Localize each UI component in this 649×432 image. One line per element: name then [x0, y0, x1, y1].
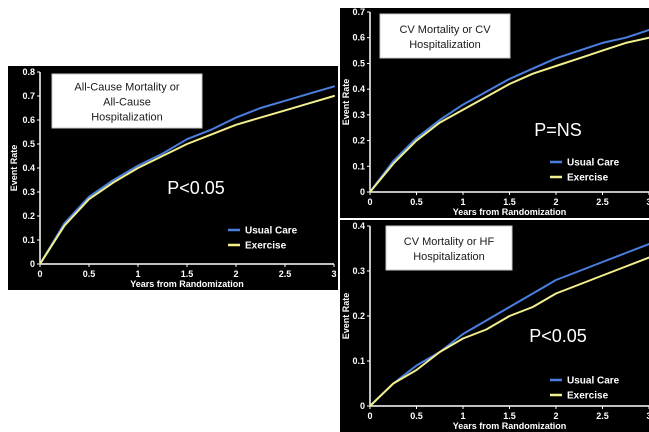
legend-label: Exercise: [567, 173, 609, 184]
x-tick-label: 3: [331, 269, 336, 279]
x-tick-label: 1: [135, 269, 140, 279]
x-tick-label: 2.5: [279, 269, 292, 279]
y-tick-label: 0.7: [22, 91, 35, 101]
x-axis-title: Years from Randomization: [453, 207, 567, 217]
chart-all-cause: 0 0.1 0.2 0.3 0.4 0.5 0.6 0.7 0.8 0 0.5 1 1.5 2 2.5 3 Ye…: [9, 67, 337, 289]
legend-label: Usual Care: [567, 158, 620, 169]
y-tick-label: 0.3: [22, 187, 35, 197]
chart-all-cause-panel: 0 0.1 0.2 0.3 0.4 0.5 0.6 0.7 0.8 0 0.5 1 1.5 2 2.5 3 Ye…: [8, 66, 338, 290]
x-tick-label: 0.5: [410, 197, 423, 207]
y-tick-label: 0.5: [352, 58, 365, 68]
y-tick-label: 0.4: [352, 221, 365, 231]
y-axis-title: Event Rate: [341, 293, 351, 340]
chart-cv-hf-hospitalization: 0 0.1 0.2 0.3 0.4 0 0.5 1 1.5 2 2.5 3 Years from Ran…: [341, 221, 649, 431]
annotation-text: Hospitalization: [91, 112, 163, 124]
x-tick-label: 1.5: [503, 411, 516, 421]
legend-label: Usual Care: [245, 226, 298, 237]
y-tick-label: 0.7: [352, 8, 365, 17]
y-tick-label: 0: [360, 187, 365, 197]
x-axis-title: Years from Randomization: [453, 421, 567, 431]
y-tick-label: 0.6: [352, 33, 365, 43]
x-tick-label: 2: [553, 411, 558, 421]
legend-label: Exercise: [245, 241, 287, 252]
y-tick-label: 0.2: [22, 211, 35, 221]
x-tick-label: 2: [553, 197, 558, 207]
y-tick-label: 0.3: [352, 110, 365, 120]
series-line-usual-care: [369, 29, 649, 193]
series-line-exercise: [39, 95, 335, 265]
y-tick-label: 0.2: [352, 136, 365, 146]
x-tick-label: 0: [367, 197, 372, 207]
annotation-text: All-Cause Mortality or: [74, 82, 179, 94]
annotation-text: Hospitalization: [409, 39, 481, 51]
series-line-exercise: [369, 36, 649, 193]
annotation-text: All-Cause: [103, 97, 151, 109]
p-value-label: P=NS: [534, 120, 582, 140]
annotation-text: CV Mortality or CV: [399, 24, 491, 36]
x-tick-label: 2.5: [596, 197, 609, 207]
y-tick-label: 0.5: [22, 139, 35, 149]
x-tick-label: 0.5: [410, 411, 423, 421]
y-axis-title: Event Rate: [9, 145, 19, 192]
y-tick-label: 0.1: [352, 356, 365, 366]
x-tick-label: 2.5: [596, 411, 609, 421]
y-tick-label: 0.8: [22, 67, 35, 77]
chart-cv-hf-hospitalization-panel: 0 0.1 0.2 0.3 0.4 0 0.5 1 1.5 2 2.5 3 Years from Ran…: [340, 220, 649, 432]
x-tick-label: 1.5: [181, 269, 194, 279]
y-tick-label: 0: [360, 401, 365, 411]
legend-label: Usual Care: [567, 376, 620, 387]
y-tick-label: 0.4: [352, 84, 365, 94]
p-value-label: P<0.05: [167, 178, 225, 198]
x-tick-label: 2: [233, 269, 238, 279]
annotation-text: Hospitalization: [413, 251, 485, 263]
y-tick-label: 0.4: [22, 163, 35, 173]
annotation-box: [379, 13, 511, 59]
series-line-usual-care: [39, 85, 335, 265]
x-tick-label: 1: [460, 411, 465, 421]
series-line-usual-care: [369, 243, 649, 407]
y-axis-title: Event Rate: [341, 79, 351, 126]
x-tick-label: 0.5: [83, 269, 96, 279]
chart-cv-hospitalization-panel: 0 0.1 0.2 0.3 0.4 0.5 0.6 0.7 0 0.5 1 1.5 2 2.5 3 Years…: [340, 8, 649, 218]
legend-label: Exercise: [567, 391, 609, 402]
x-tick-label: 1.5: [503, 197, 516, 207]
x-tick-label: 3: [646, 197, 649, 207]
p-value-label: P<0.05: [529, 326, 587, 346]
y-tick-label: 0.6: [22, 115, 35, 125]
chart-cv-hospitalization: 0 0.1 0.2 0.3 0.4 0.5 0.6 0.7 0 0.5 1 1.5 2 2.5 3 Years…: [341, 8, 649, 217]
x-tick-label: 0: [37, 269, 42, 279]
x-tick-label: 0: [367, 411, 372, 421]
annotation-box: [385, 225, 513, 271]
y-tick-label: 0.3: [352, 266, 365, 276]
annotation-text: CV Mortality or HF: [404, 236, 495, 248]
y-tick-label: 0.2: [352, 311, 365, 321]
annotation-box: [51, 73, 203, 129]
x-tick-label: 3: [646, 411, 649, 421]
x-axis-title: Years from Randomization: [130, 279, 244, 289]
x-tick-label: 1: [460, 197, 465, 207]
y-tick-label: 0.1: [22, 235, 35, 245]
y-tick-label: 0.1: [352, 161, 365, 171]
y-tick-label: 0: [30, 259, 35, 269]
series-line-exercise: [369, 256, 649, 407]
